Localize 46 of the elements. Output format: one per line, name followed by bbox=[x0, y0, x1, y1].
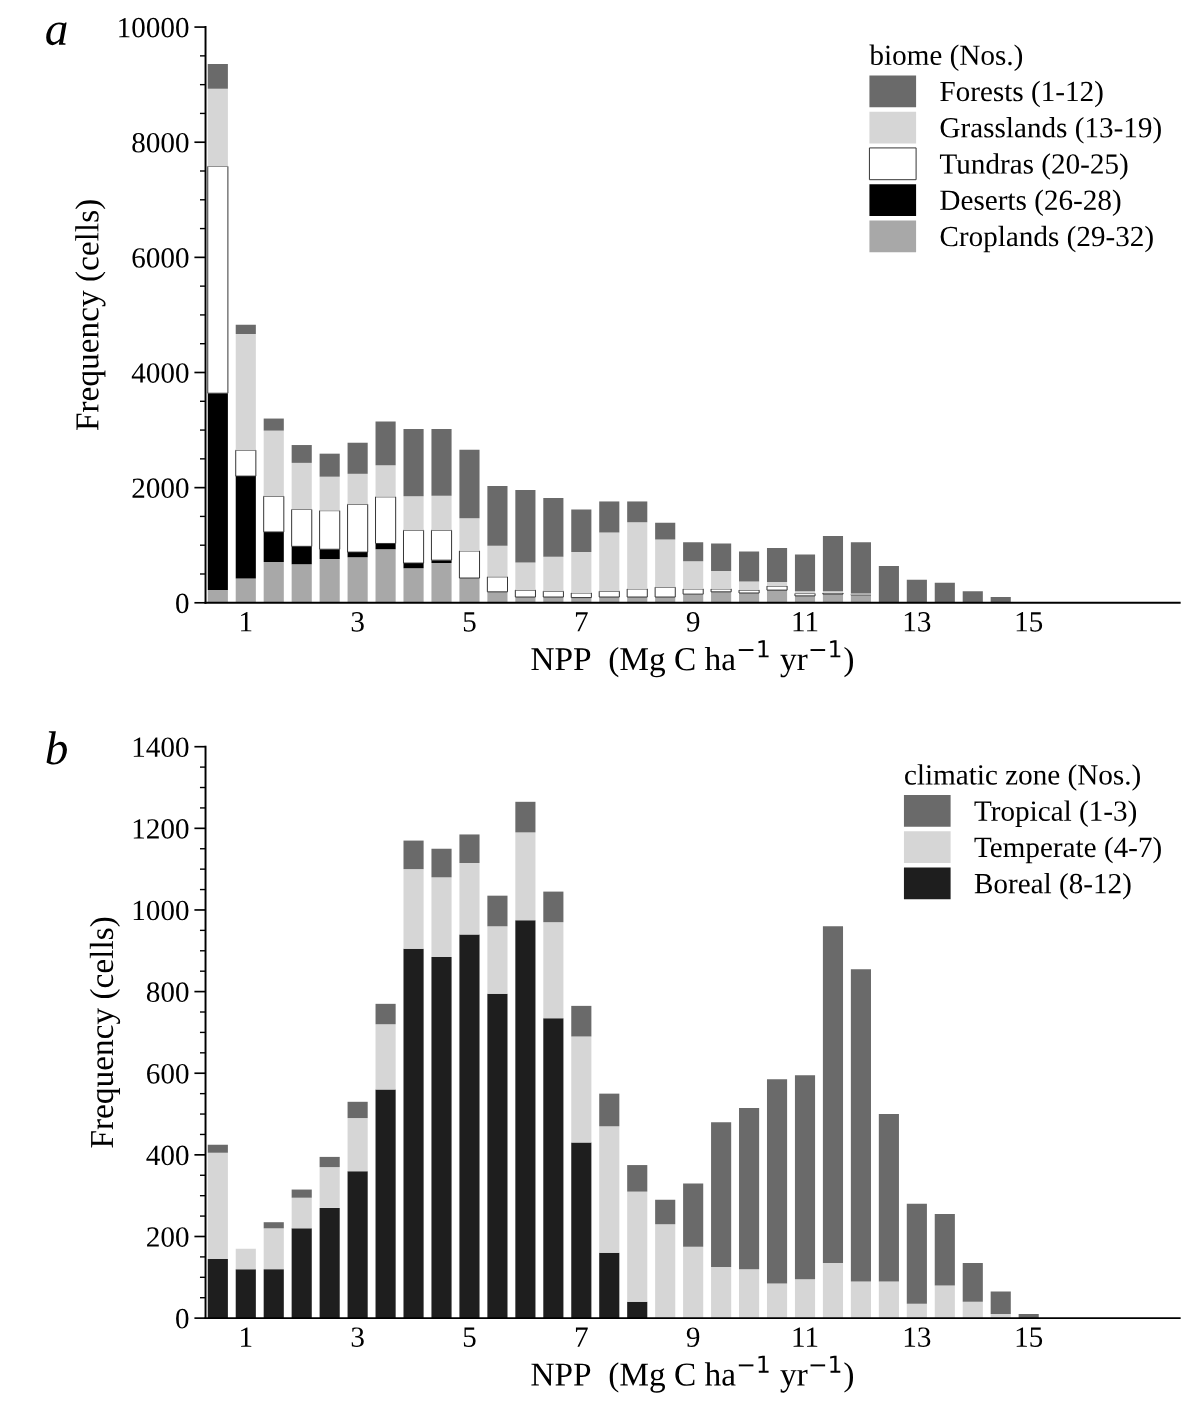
x-tick-label: 1 bbox=[241, 1327, 252, 1347]
chart-title: b bbox=[46, 731, 67, 765]
y-tick-label: 4000 bbox=[131, 363, 189, 383]
y-tick-label: 8000 bbox=[132, 132, 189, 153]
y-tick-label: 6000 bbox=[132, 248, 189, 268]
y-tick-label: 1000 bbox=[133, 900, 189, 921]
legend-label: Boreal (8-12) bbox=[974, 872, 1131, 900]
chart-title: a bbox=[46, 22, 67, 46]
x-axis-title: NPP (Mg C ha$^{−1}$ yr$^{−1}$) bbox=[531, 640, 854, 678]
legend-label: Grasslands (13-19) bbox=[940, 117, 1161, 144]
x-tick-label: 5 bbox=[463, 612, 476, 632]
legend-label: Tropical (1-3) bbox=[974, 800, 1137, 827]
legend-title: biome (Nos.) bbox=[869, 44, 1023, 72]
legend-label: Forests (1-12) bbox=[940, 80, 1103, 108]
x-tick-label: 15 bbox=[1016, 612, 1043, 632]
x-tick-label: 11 bbox=[793, 612, 818, 632]
x-tick-label: 7 bbox=[575, 612, 588, 632]
x-tick-label: 15 bbox=[1016, 1327, 1043, 1347]
legend-label: Temperate (4-7) bbox=[974, 836, 1161, 864]
x-tick-label: 13 bbox=[904, 612, 931, 632]
y-tick-label: 200 bbox=[147, 1227, 189, 1247]
x-axis-title: NPP (Mg C ha$^{−1}$ yr$^{−1}$) bbox=[531, 1355, 854, 1393]
x-tick-label: 1 bbox=[241, 612, 252, 632]
x-tick-label: 9 bbox=[686, 1327, 700, 1347]
y-tick-label: 600 bbox=[147, 1063, 189, 1084]
x-tick-label: 3 bbox=[351, 1327, 364, 1347]
legend-label: Croplands (29-32) bbox=[940, 225, 1153, 253]
legend-title: climatic zone (Nos.) bbox=[905, 764, 1140, 791]
y-tick-label: 1400 bbox=[133, 737, 189, 758]
y-tick-label: 0 bbox=[176, 1308, 189, 1329]
legend-label: Deserts (26-28) bbox=[940, 189, 1121, 217]
y-tick-label: 0 bbox=[176, 593, 189, 614]
y-tick-label: 800 bbox=[146, 982, 189, 1002]
y-tick-label: 1200 bbox=[133, 819, 189, 839]
x-tick-label: 5 bbox=[463, 1327, 476, 1347]
legend-label: Tundras (20-25) bbox=[939, 153, 1128, 180]
y-tick-label: 2000 bbox=[132, 478, 189, 499]
y-axis-title: Frequency (cells) bbox=[89, 917, 121, 1148]
x-tick-label: 9 bbox=[686, 612, 700, 632]
y-axis-title: Frequency (cells) bbox=[75, 200, 106, 431]
x-tick-label: 11 bbox=[793, 1327, 818, 1347]
y-tick-label: 10000 bbox=[119, 17, 189, 38]
y-tick-label: 400 bbox=[146, 1145, 189, 1166]
x-tick-label: 3 bbox=[351, 612, 364, 632]
x-tick-label: 13 bbox=[904, 1327, 931, 1347]
x-tick-label: 7 bbox=[575, 1327, 588, 1347]
